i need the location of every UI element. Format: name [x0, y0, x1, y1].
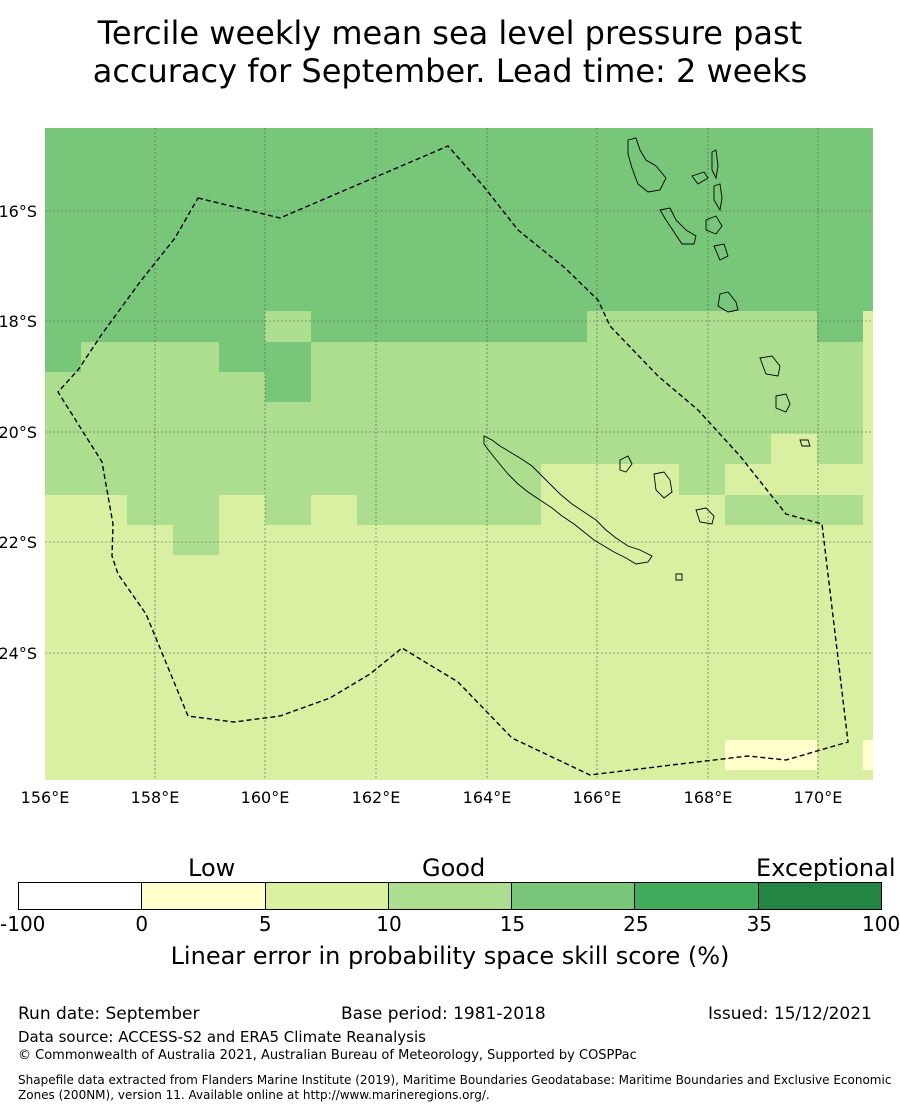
lon-tick-label: 170°E — [794, 788, 843, 807]
colorbar-category-exceptional: Exceptional — [756, 854, 896, 882]
lon-tick-label: 160°E — [241, 788, 290, 807]
skill-cell — [817, 311, 863, 342]
colorbar-segment — [758, 883, 881, 909]
lon-tick-label: 164°E — [463, 788, 512, 807]
skill-cell — [45, 495, 127, 525]
shapefile-credit-line-1: Shapefile data extracted from Flanders M… — [18, 1073, 892, 1087]
skill-cell — [541, 464, 679, 525]
data-source: Data source: ACCESS-S2 and ERA5 Climate … — [18, 1028, 426, 1046]
skill-cell — [45, 128, 873, 311]
colorbar-tick-label: 35 — [746, 912, 773, 936]
eez-boundary — [57, 145, 849, 776]
lon-tick-label: 158°E — [131, 788, 180, 807]
skill-cell — [265, 342, 311, 372]
vanuatu-coastline — [627, 137, 811, 581]
skill-map: 156°E 158°E 160°E 162°E 164°E 166°E 168°E 170°E… — [0, 128, 873, 807]
colorbar-tick-label: 25 — [623, 912, 649, 936]
axis-labels: 156°E 158°E 160°E 162°E 164°E 166°E 168°E 170°E… — [0, 202, 842, 807]
copyright: © Commonwealth of Australia 2021, Austra… — [18, 1048, 637, 1063]
skill-cell — [771, 434, 817, 464]
title-line-1: Tercile weekly mean sea level pressure p… — [97, 14, 803, 52]
skill-cell — [45, 372, 219, 495]
title-line-2: accuracy for September. Lead time: 2 wee… — [92, 52, 808, 90]
lat-tick-label: 18°S — [0, 312, 37, 331]
colorbar-title: Linear error in probability space skill … — [170, 942, 730, 970]
lon-tick-label: 166°E — [573, 788, 622, 807]
skill-cell — [679, 464, 725, 495]
colorbar-segment — [265, 883, 389, 909]
lon-tick-label: 162°E — [352, 788, 401, 807]
colorbar-tick-label: 15 — [499, 912, 526, 936]
colorbar-tick-label: 10 — [376, 912, 402, 936]
skill-cell — [725, 495, 863, 525]
skill-cell — [127, 495, 219, 525]
colorbar-tick-label: 100 — [862, 912, 900, 936]
colorbar — [18, 882, 882, 910]
skill-cell — [265, 495, 311, 525]
shapefile-credit-line-2: Zones (200NM), version 11. Available onl… — [18, 1088, 490, 1102]
lat-tick-label: 16°S — [0, 202, 37, 221]
chart-title: Tercile weekly mean sea level pressure p… — [0, 14, 900, 90]
skill-cell — [219, 342, 265, 372]
colorbar-tick-label: 5 — [258, 912, 272, 936]
skill-cell — [219, 372, 265, 495]
skill-cell — [265, 402, 357, 495]
skill-cell — [817, 342, 863, 464]
skill-cell — [265, 311, 311, 342]
lat-tick-label: 22°S — [0, 533, 37, 552]
issued-date: Issued: 15/12/2021 — [708, 1004, 872, 1024]
colorbar-tick-label: 0 — [135, 912, 149, 936]
coastlines — [483, 137, 811, 581]
skill-cell — [357, 495, 541, 525]
colorbar-category-low: Low — [188, 854, 236, 882]
skill-cell — [311, 311, 587, 342]
run-date: Run date: September — [18, 1004, 200, 1024]
colorbar-segment — [635, 883, 759, 909]
colorbar-segment — [388, 883, 513, 909]
skill-cell — [45, 342, 81, 372]
skill-cell — [173, 525, 219, 555]
colorbar-segment — [512, 883, 636, 909]
lat-tick-label: 24°S — [0, 644, 37, 663]
loyalty-islands-coastline — [619, 455, 715, 525]
skill-cell — [863, 740, 873, 770]
new-caledonia-coastline — [483, 435, 653, 565]
colorbar-tick-label: -100 — [0, 912, 46, 936]
colorbar-segment — [19, 883, 143, 909]
lat-tick-label: 20°S — [0, 423, 37, 442]
skill-cell — [725, 464, 873, 495]
colorbar-segment — [142, 883, 266, 909]
colorbar-category-good: Good — [422, 854, 486, 882]
base-period: Base period: 1981-2018 — [341, 1004, 546, 1024]
graticule — [45, 128, 873, 780]
lon-tick-label: 156°E — [21, 788, 70, 807]
lon-tick-label: 168°E — [684, 788, 733, 807]
